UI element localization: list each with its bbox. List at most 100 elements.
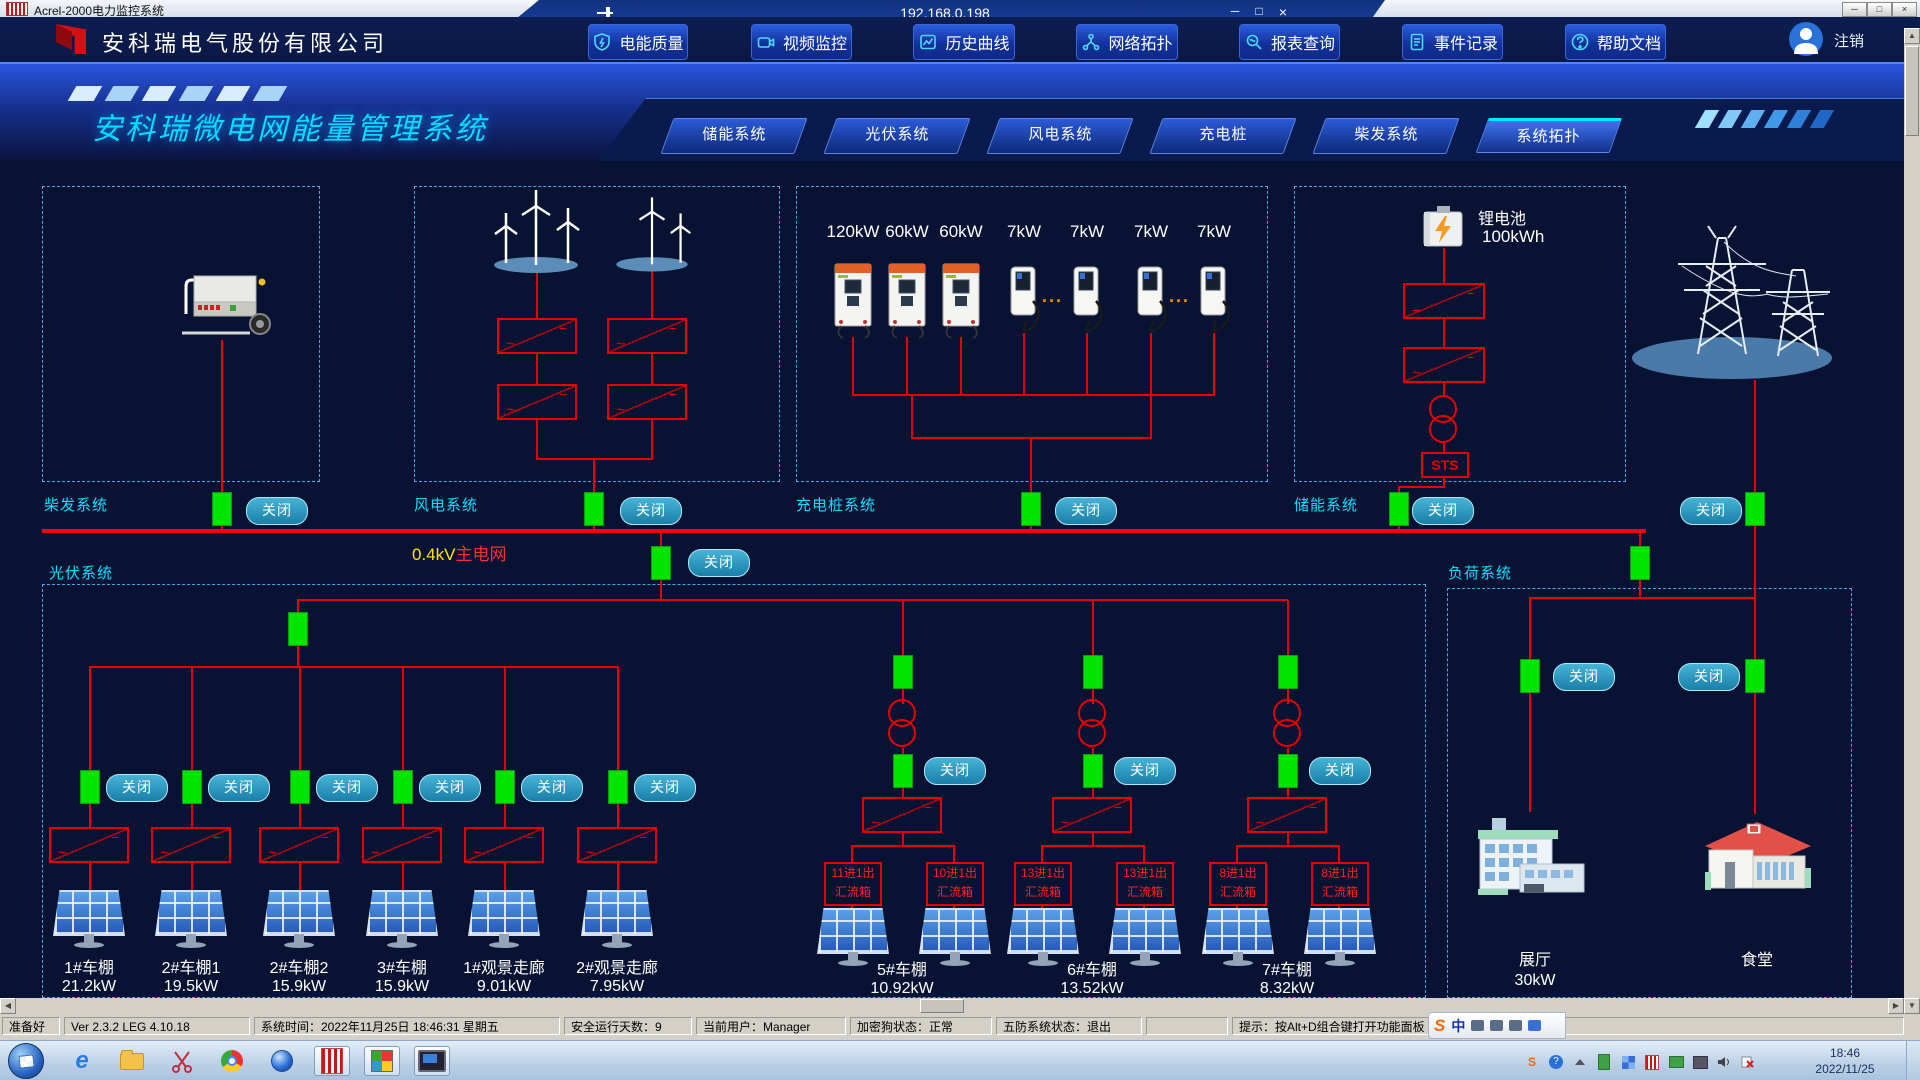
vertical-scrollbar[interactable] — [1904, 28, 1920, 1014]
charging-close-button[interactable]: 关闭 — [1055, 497, 1117, 525]
vertical-scroll-thumb[interactable] — [1905, 46, 1919, 136]
pv-branch-breaker[interactable] — [893, 655, 913, 689]
pv-string-breaker[interactable] — [290, 770, 310, 804]
inner-minimize-button[interactable]: ─ — [1230, 4, 1240, 18]
scroll-up-arrow[interactable]: ▲ — [1904, 28, 1920, 44]
pv-string-close-button[interactable]: 关闭 — [419, 774, 481, 802]
nav-report-query[interactable]: 报表查询 — [1239, 24, 1340, 60]
pv-string-breaker[interactable] — [608, 770, 628, 804]
taskbar-browser-icon[interactable] — [214, 1046, 250, 1076]
tab-diesel[interactable]: 柴发系统 — [1312, 118, 1460, 154]
canteen-breaker[interactable] — [1745, 659, 1765, 693]
tray-acrel-icon[interactable] — [1644, 1054, 1660, 1070]
pv-string-close-button[interactable]: 关闭 — [316, 774, 378, 802]
pv-branch-close-button[interactable]: 关闭 — [924, 757, 986, 785]
taskbar-clock[interactable]: 18:46 2022/11/25 — [1795, 1045, 1895, 1077]
canteen-close-button[interactable]: 关闭 — [1678, 663, 1740, 691]
diesel-label: 柴发系统 — [44, 497, 109, 514]
tray-network-icon[interactable] — [1692, 1054, 1708, 1070]
ime-bar[interactable]: S 中 — [1428, 1012, 1566, 1039]
storage-close-button[interactable]: 关闭 — [1412, 497, 1474, 525]
pv-branch-breaker2[interactable] — [1083, 754, 1103, 788]
nav-video-monitor[interactable]: 视频监控 — [751, 24, 852, 60]
pv-branch-close-button[interactable]: 关闭 — [1309, 757, 1371, 785]
grid-breaker[interactable] — [1745, 492, 1765, 526]
pv-left-breaker[interactable] — [288, 612, 308, 646]
start-button[interactable] — [8, 1043, 44, 1079]
combiner-line1: 13进1出 — [1020, 866, 1066, 880]
tab-storage[interactable]: 储能系统 — [660, 118, 808, 154]
tray-alert-icon[interactable] — [1740, 1054, 1756, 1070]
scroll-left-arrow[interactable]: ◀ — [0, 998, 16, 1014]
wind-breaker[interactable] — [584, 492, 604, 526]
window-close-button[interactable]: × — [1892, 2, 1917, 17]
pv-branch-breaker[interactable] — [1083, 655, 1103, 689]
wire — [617, 667, 619, 827]
hall-close-button[interactable]: 关闭 — [1553, 663, 1615, 691]
window-minimize-button[interactable]: ─ — [1842, 2, 1867, 17]
pv-branch-name: 6#车棚 — [1067, 962, 1117, 979]
hall-breaker[interactable] — [1520, 659, 1540, 693]
ime-mic-icon[interactable] — [1490, 1020, 1504, 1031]
banner: 安科瑞微电网能量管理系统 储能系统 光伏系统 风电系统 充电桩 柴发系统 系统拓… — [0, 62, 1920, 161]
pv-feeder-close-button[interactable]: 关闭 — [688, 549, 750, 577]
scroll-right-arrow[interactable]: ▶ — [1888, 998, 1904, 1014]
user-avatar[interactable] — [1788, 21, 1824, 62]
tray-sogou-icon[interactable]: S — [1527, 1055, 1536, 1069]
tray-expand-icon[interactable] — [1572, 1054, 1588, 1070]
tray-usb-icon[interactable] — [1596, 1054, 1612, 1070]
wind-close-button[interactable]: 关闭 — [620, 497, 682, 525]
pv-string-close-button[interactable]: 关闭 — [521, 774, 583, 802]
ime-pen-icon[interactable] — [1471, 1020, 1485, 1031]
window-restore-button[interactable]: □ — [1867, 2, 1892, 17]
logout-button[interactable]: 注销 — [1834, 33, 1865, 50]
pv-branch-breaker2[interactable] — [1278, 754, 1298, 788]
nav-power-quality[interactable]: 电能质量 — [588, 24, 688, 60]
tray-grid-icon[interactable] — [1620, 1054, 1636, 1070]
taskbar-config-app-icon[interactable] — [364, 1046, 400, 1076]
ime-keyboard-icon[interactable] — [1509, 1020, 1523, 1031]
taskbar-ie-icon[interactable]: e — [75, 1047, 89, 1074]
load-feeder-breaker[interactable] — [1630, 546, 1650, 580]
taskbar-settings-icon[interactable] — [264, 1046, 300, 1076]
pv-string-close-button[interactable]: 关闭 — [208, 774, 270, 802]
taskbar-acrel-app-icon[interactable] — [314, 1046, 350, 1076]
taskbar-snip-icon[interactable] — [164, 1046, 200, 1076]
tab-charger[interactable]: 充电桩 — [1149, 118, 1297, 154]
nav-event-log[interactable]: 事件记录 — [1402, 24, 1503, 60]
taskbar-folder-icon[interactable] — [114, 1046, 150, 1076]
pin-icon[interactable] — [597, 6, 613, 25]
pv-string-breaker[interactable] — [393, 770, 413, 804]
inner-close-button[interactable]: × — [1278, 4, 1288, 20]
tray-folder-icon[interactable] — [1668, 1054, 1684, 1070]
tray-volume-icon[interactable] — [1716, 1054, 1732, 1070]
scroll-down-arrow[interactable]: ▼ — [1904, 998, 1920, 1014]
pv-feeder-breaker[interactable] — [651, 546, 671, 580]
tray-help-icon[interactable]: ? — [1548, 1054, 1564, 1070]
pv-branch-breaker2[interactable] — [893, 754, 913, 788]
diesel-close-button[interactable]: 关闭 — [246, 497, 308, 525]
show-desktop-button[interactable] — [1906, 1041, 1920, 1080]
tab-wind[interactable]: 风电系统 — [986, 118, 1134, 154]
nav-history-curve[interactable]: 历史曲线 — [913, 24, 1015, 60]
storage-breaker[interactable] — [1389, 492, 1409, 526]
tab-system-topology[interactable]: 系统拓扑 — [1475, 118, 1623, 153]
tab-pv[interactable]: 光伏系统 — [823, 118, 971, 154]
pv-string-breaker[interactable] — [80, 770, 100, 804]
charging-breaker[interactable] — [1021, 492, 1041, 526]
diesel-breaker[interactable] — [212, 492, 232, 526]
dc-charger-icon — [885, 262, 929, 345]
horizontal-scroll-thumb[interactable] — [920, 999, 964, 1013]
pv-branch-close-button[interactable]: 关闭 — [1114, 757, 1176, 785]
pv-string-breaker[interactable] — [182, 770, 202, 804]
nav-network-topology[interactable]: 网络拓扑 — [1076, 24, 1178, 60]
grid-close-button[interactable]: 关闭 — [1680, 497, 1742, 525]
pv-string-close-button[interactable]: 关闭 — [106, 774, 168, 802]
ime-toolbox-icon[interactable] — [1528, 1020, 1542, 1031]
pv-string-close-button[interactable]: 关闭 — [634, 774, 696, 802]
inner-restore-button[interactable]: □ — [1255, 4, 1263, 18]
taskbar-monitor-app-icon[interactable] — [414, 1046, 450, 1076]
pv-branch-breaker[interactable] — [1278, 655, 1298, 689]
pv-string-breaker[interactable] — [495, 770, 515, 804]
nav-help-doc[interactable]: 帮助文档 — [1565, 24, 1666, 60]
